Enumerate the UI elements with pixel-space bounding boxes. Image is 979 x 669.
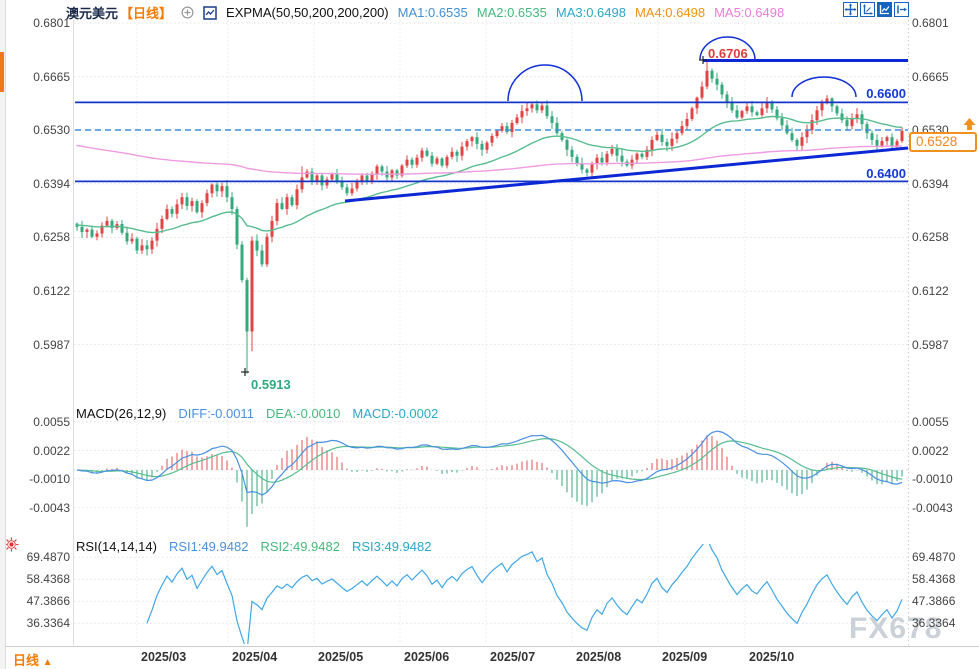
annotations [75,36,909,376]
symbol-title: 澳元美元 [66,6,119,21]
expma-fast [76,115,903,234]
axis-tick-label: 0.6258 [912,230,949,245]
expma-label: EXPMA(50,50,200,200,200) [226,5,389,20]
upper-level-label: 0.6600 [866,86,906,101]
period-arrow-icon: ▲ [42,657,53,668]
axis-tick-label: 0.6530 [33,123,70,138]
period-tag: 【日线】 [120,6,173,21]
gridlines [73,20,909,651]
expma-slow [76,144,903,175]
axis-zoom-icon[interactable] [877,2,892,17]
rsi2-value: RSI2:49.9482 [260,539,340,554]
axis-tick-label: 36.3364 [912,616,956,631]
chart-header: 澳元美元 【日线】 EXPMA(50,50,200,200,200) MA1:0… [66,3,784,22]
macd-diff-value: DIFF:-0.0011 [178,406,254,421]
rsi1-value: RSI1:49.9482 [168,539,249,554]
left-scroll-thumb[interactable] [0,52,4,92]
axis-tick-label: 58.4368 [26,572,70,587]
indicator-chart-icon[interactable] [203,5,217,20]
axis-tick-label: 0.5987 [33,337,70,352]
left-scroll-strip[interactable] [0,0,6,669]
period-selector[interactable]: 日线 ▲ [13,650,53,669]
lower-level-label: 0.6400 [866,166,906,181]
rsi-alert-sun-icon[interactable] [4,537,19,552]
axis-tick-label: 0.6801 [33,16,70,30]
axis-tick-label: 0.6258 [33,230,70,245]
axis-tick-label: -0.0043 [912,500,953,515]
chart-toolbar [843,2,909,17]
macd-header: MACD(26,12,9) DIFF:-0.0011 DEA:-0.0010 M… [76,406,438,421]
ma2-value: MA2:0.6535 [476,5,547,20]
period-text: 日线 [13,653,40,668]
month-label: 2025/05 [318,650,364,664]
ma5-value: MA5:0.6498 [714,5,785,20]
axis-tick-label: -0.0010 [29,471,70,486]
resistance-level-label: 0.6706 [708,46,748,61]
axis-scale-icon[interactable] [860,2,875,17]
axis-tick-label: 0.6394 [33,176,70,191]
axis-tick-label: 69.4870 [912,550,956,565]
axis-tick-label: 58.4368 [912,572,956,587]
axis-tick-label: 47.3866 [912,594,956,609]
axis-tick-label: 0.6665 [33,69,70,84]
month-label: 2025/04 [232,650,278,664]
axis-tick-label: 0.0055 [33,414,70,429]
ma1-value: MA1:0.6535 [397,5,468,20]
axis-tick-label: -0.0010 [912,471,953,486]
low-extreme-label: 0.5913 [251,377,291,392]
axis-tick-label: -0.0043 [29,500,70,515]
macd-name: MACD(26,12,9) [76,406,167,421]
axis-tick-label: 0.6801 [912,16,949,30]
axis-tick-label: 0.0022 [912,443,949,458]
month-label: 2025/08 [576,650,622,664]
month-label: 2025/03 [141,650,187,664]
month-label: 2025/10 [749,650,795,664]
axis-tick-label: 0.5987 [912,337,949,352]
add-indicator-icon[interactable] [181,6,194,19]
axis-tick-label: 0.6394 [912,176,949,191]
axis-tick-label: 0.6122 [912,284,949,299]
macd-dea-value: DEA:-0.0010 [265,406,341,421]
axis-tick-label: 47.3866 [26,594,70,609]
pan-move-icon[interactable] [843,2,858,17]
price-up-arrow-icon [963,118,976,130]
month-label: 2025/07 [490,650,536,664]
axis-tick-label: 0.6665 [912,69,949,84]
ma3-value: MA3:0.6498 [555,5,626,20]
axis-tick-label: 69.4870 [26,550,70,565]
current-price-badge: 0.6528 [909,132,977,152]
axis-tick-label: 0.0055 [912,414,949,429]
time-axis-row [0,646,979,669]
rsi-name: RSI(14,14,14) [76,539,157,554]
month-label: 2025/09 [662,650,708,664]
macd-group [76,430,903,527]
axis-tick-label: 36.3364 [26,616,70,631]
axis-tick-label: 0.0022 [33,443,70,458]
ma4-value: MA4:0.6498 [634,5,706,20]
axis-tick-label: 0.6122 [33,284,70,299]
rsi3-value: RSI3:49.9482 [351,539,432,554]
rsi-group [146,544,903,644]
macd-hist-value: MACD:-0.0002 [352,406,439,421]
watermark: FX678 [849,612,943,645]
collapse-panel-icon[interactable] [894,2,909,17]
candles-group [75,60,904,374]
month-label: 2025/06 [404,650,450,664]
rsi-header: RSI(14,14,14) RSI1:49.9482 RSI2:49.9482 … [76,539,431,554]
